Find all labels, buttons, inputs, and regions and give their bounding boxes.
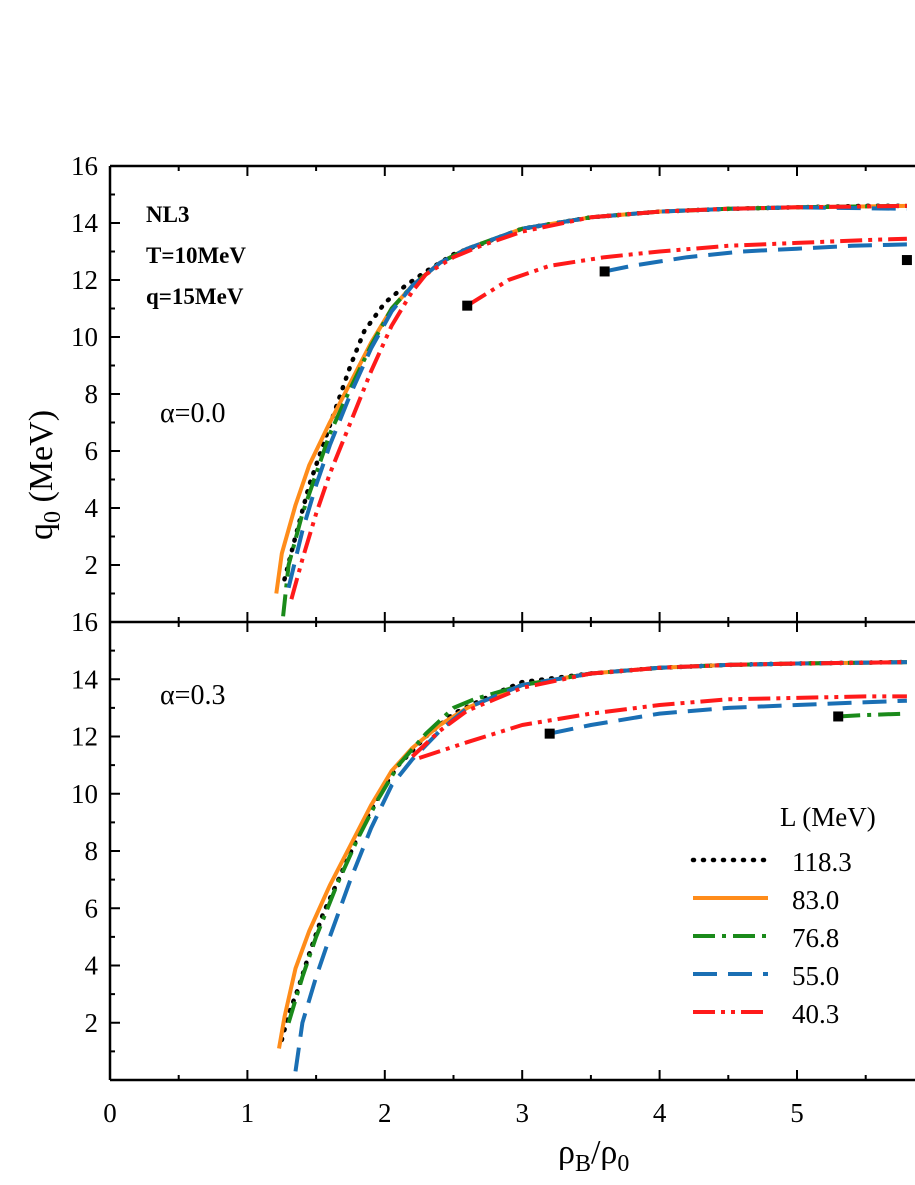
y-tick-label-panel0-2: 6 — [85, 436, 99, 466]
panel-top: 2 4 6 8 10 12 14 16 — [71, 151, 912, 622]
y-tick-label-panel0-0: 2 — [85, 550, 99, 580]
y-tick-label-panel1-3: 8 — [85, 836, 99, 866]
endpoint-marker-panel0-1 — [599, 266, 610, 277]
series-line-55-0-panel0-5 — [604, 242, 907, 274]
panel-bottom: 2 4 6 8 10 12 14 16 — [71, 607, 910, 1080]
x-tick-label-0: 0 — [103, 1098, 117, 1128]
series-line-55-0-panel1-5 — [549, 698, 907, 736]
series-line-76-8-panel1-7 — [838, 711, 907, 719]
series-line-40-3-panel0-4 — [289, 203, 907, 600]
legend-title: L (MeV) — [780, 802, 876, 832]
x-tick-label-2: 2 — [378, 1098, 392, 1128]
y-tick-label-panel1-5: 12 — [71, 722, 98, 752]
y-tick-label-panel1-1: 4 — [85, 951, 99, 981]
panel-bottom-alpha-label: α=0.3 — [160, 680, 225, 711]
y-tick-label-panel1-4: 10 — [71, 779, 98, 809]
x-tick-label-1: 1 — [241, 1098, 255, 1128]
y-tick-label-panel1-0: 2 — [85, 1008, 99, 1038]
series-line-118-3-panel0-0 — [282, 203, 910, 582]
legend-label-83-0: 83.0 — [792, 885, 839, 915]
series-line-40-3-panel1-6 — [418, 694, 907, 760]
legend-label-76-8: 76.8 — [792, 923, 839, 953]
x-tick-label-5: 5 — [790, 1098, 804, 1128]
panel-1-curves — [277, 659, 910, 1072]
y-tick-label-panel1-7: 16 — [71, 607, 98, 637]
series-line-40-3-panel0-6 — [466, 236, 907, 308]
legend-label-118-3: 118.3 — [792, 847, 852, 877]
annotation-momentum: q=15MeV — [146, 284, 244, 309]
series-line-83-0-panel0-1 — [274, 203, 907, 594]
series-line-55-0-panel0-3 — [286, 205, 907, 589]
annotation-model: NL3 — [146, 202, 189, 227]
endpoint-marker-panel1-1 — [833, 711, 844, 722]
legend: L (MeV) 118.3 83.0 76.8 55.0 40.3 — [690, 802, 876, 1029]
annotation-temperature: T=10MeV — [146, 243, 246, 268]
y-axis-title: q0 (MeV) — [23, 410, 66, 540]
x-tick-label-3: 3 — [515, 1098, 529, 1128]
y-tick-label-panel1-6: 14 — [71, 664, 99, 694]
panel-top-alpha-label: α=0.0 — [160, 398, 225, 429]
y-tick-label-panel0-6: 14 — [71, 208, 99, 238]
series-line-76-8-panel0-2 — [281, 203, 907, 617]
y-tick-label-panel0-3: 8 — [85, 379, 99, 409]
y-tick-label-panel1-2: 6 — [85, 893, 99, 923]
y-tick-label-panel0-5: 12 — [71, 265, 98, 295]
series-line-40-3-panel1-4 — [410, 660, 907, 758]
panel-0-curves — [274, 203, 912, 617]
legend-label-55-0: 55.0 — [792, 961, 839, 991]
x-tick-label-4: 4 — [653, 1098, 667, 1128]
y-tick-label-panel0-7: 16 — [71, 151, 98, 181]
axes-frame: 0 1 2 3 4 5 — [103, 164, 915, 1128]
endpoint-marker-panel0-0 — [462, 300, 473, 311]
y-tick-label-panel0-1: 4 — [85, 493, 99, 523]
y-tick-label-panel0-4: 10 — [71, 322, 98, 352]
legend-label-40-3: 40.3 — [792, 999, 839, 1029]
endpoint-marker-panel1-0 — [544, 728, 555, 739]
x-axis-title: ρB/ρ0 — [558, 1134, 629, 1177]
endpoint-marker-panel0-2 — [901, 255, 912, 266]
